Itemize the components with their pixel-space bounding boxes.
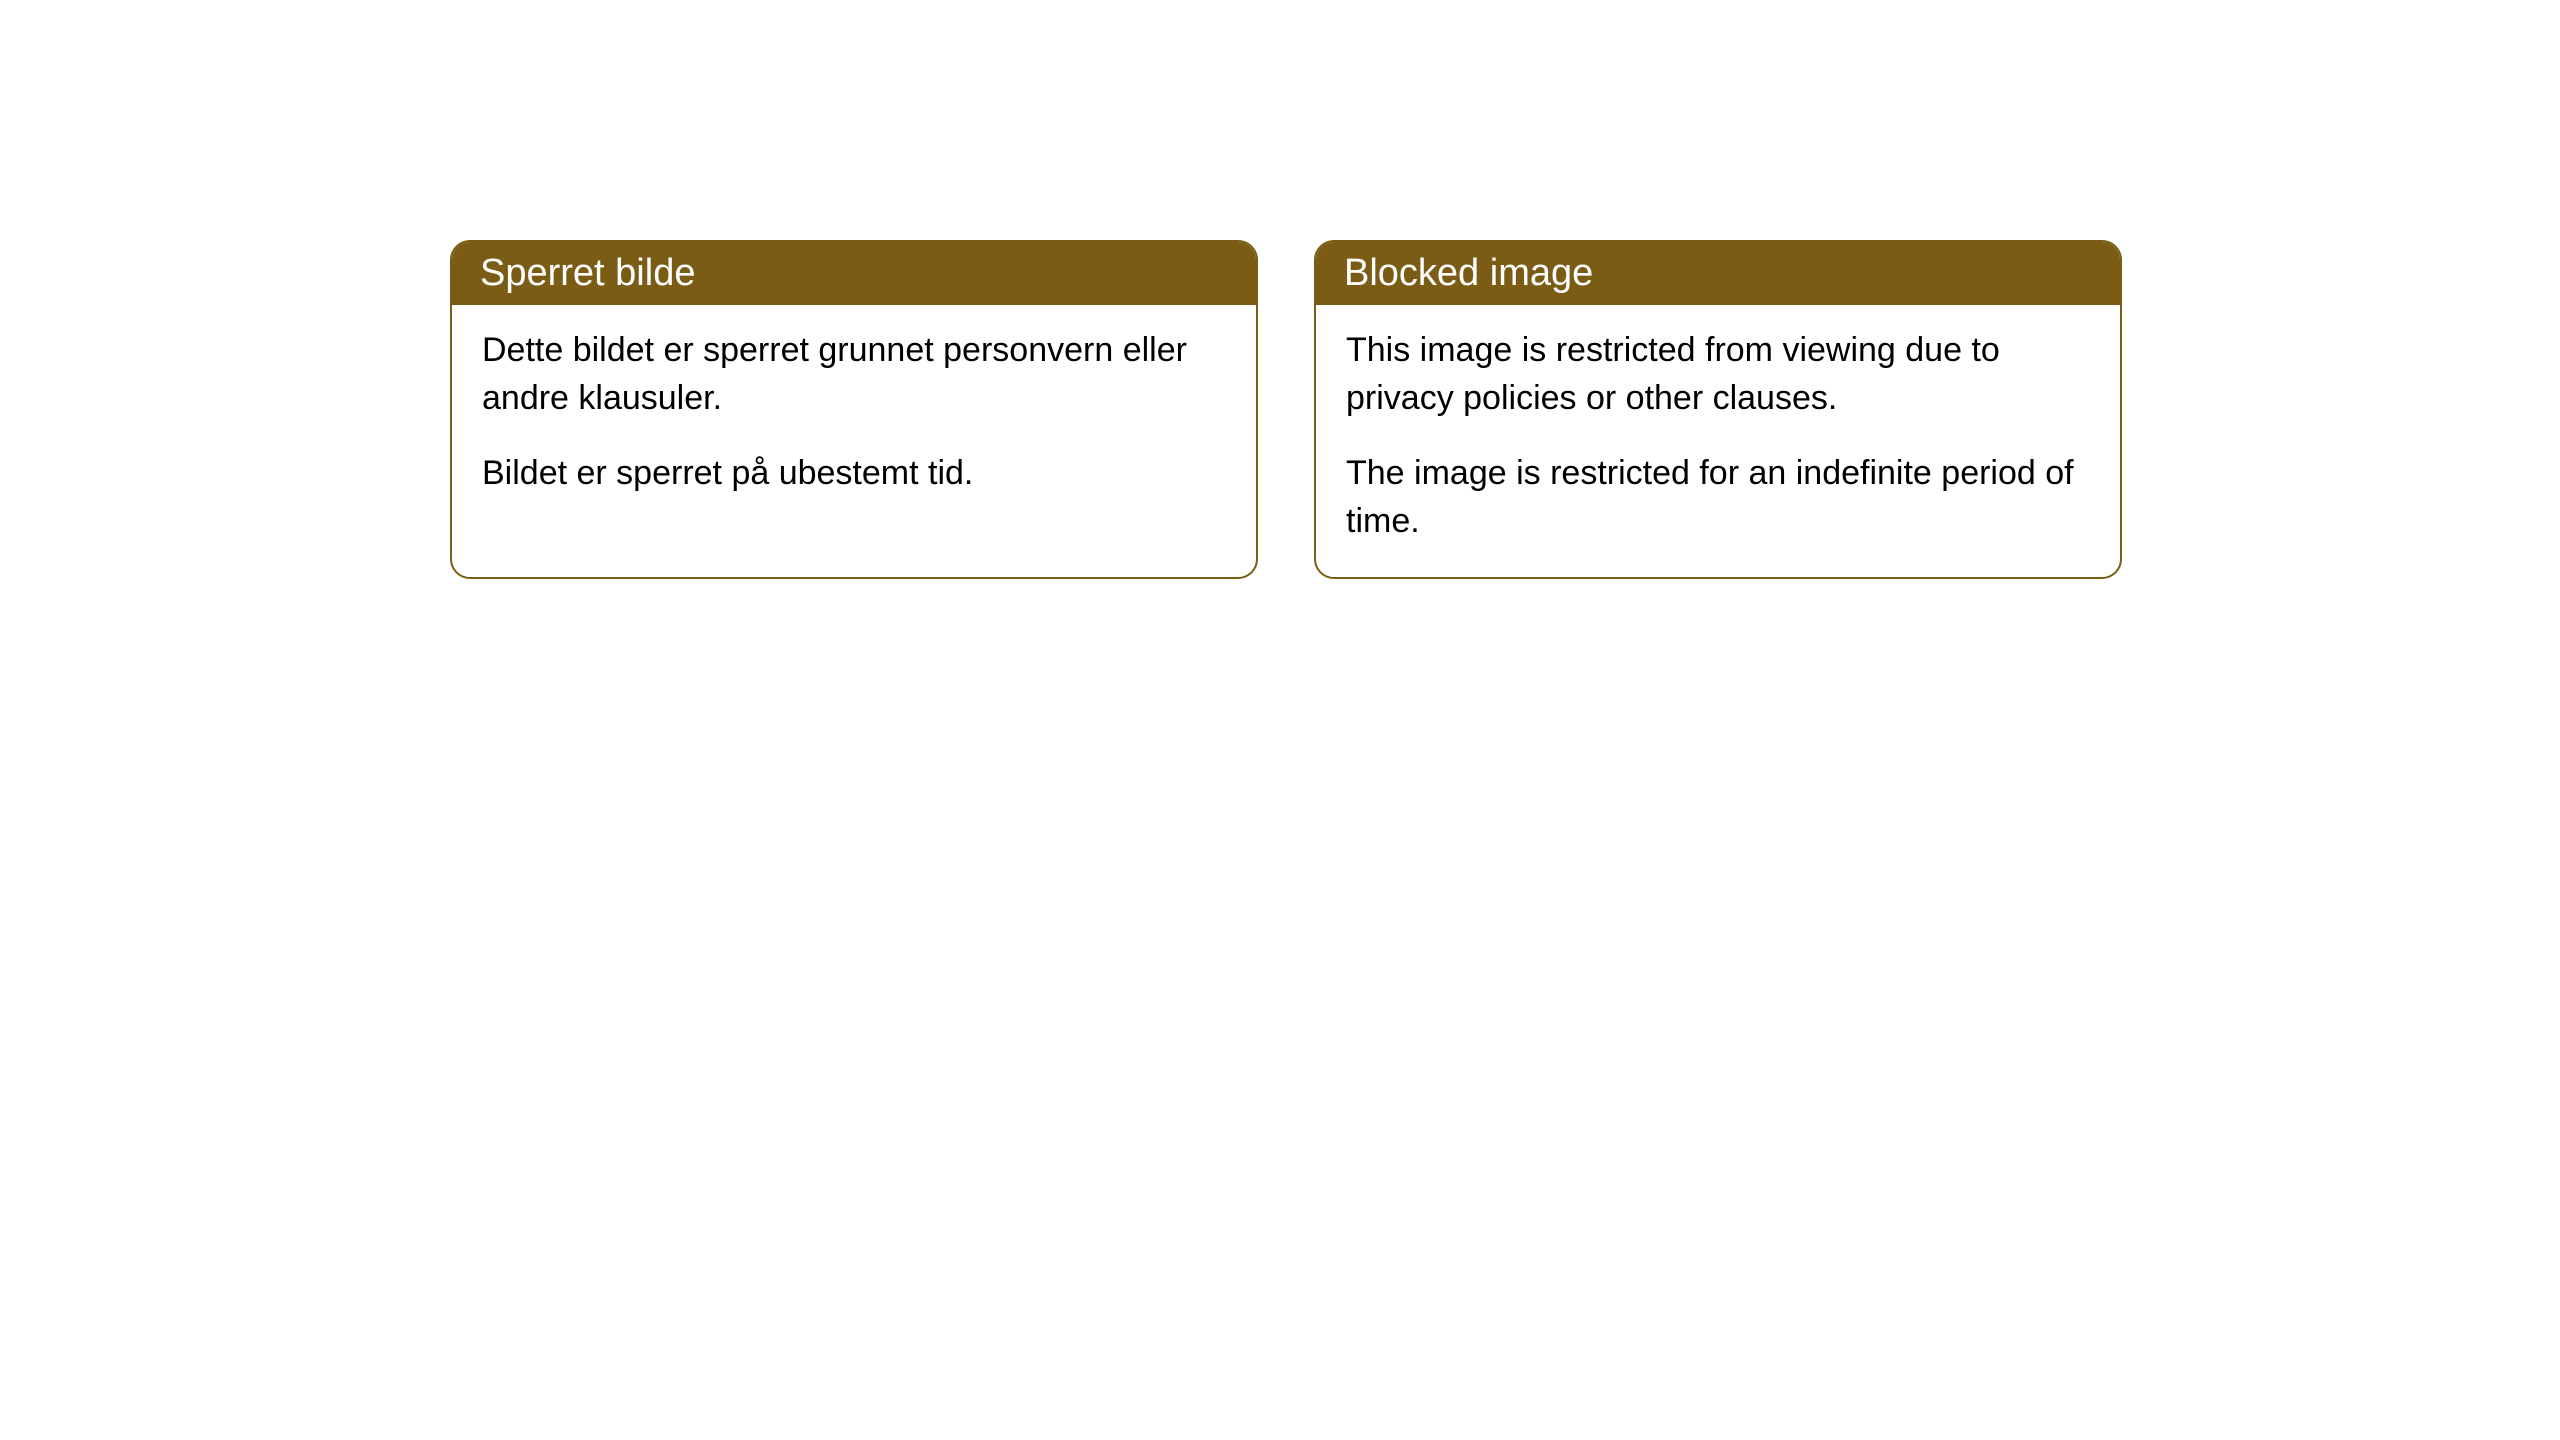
blocked-image-card-english: Blocked image This image is restricted f… <box>1314 240 2122 579</box>
card-paragraph1-english: This image is restricted from viewing du… <box>1346 327 2090 422</box>
card-header-english: Blocked image <box>1316 242 2120 305</box>
card-title-norwegian: Sperret bilde <box>480 252 695 294</box>
card-paragraph1-norwegian: Dette bildet er sperret grunnet personve… <box>482 327 1226 422</box>
card-paragraph2-english: The image is restricted for an indefinit… <box>1346 450 2090 545</box>
cards-container: Sperret bilde Dette bildet er sperret gr… <box>0 0 2560 579</box>
blocked-image-card-norwegian: Sperret bilde Dette bildet er sperret gr… <box>450 240 1258 579</box>
card-body-english: This image is restricted from viewing du… <box>1316 305 2120 577</box>
card-body-norwegian: Dette bildet er sperret grunnet personve… <box>452 305 1256 530</box>
card-paragraph2-norwegian: Bildet er sperret på ubestemt tid. <box>482 450 1226 498</box>
card-header-norwegian: Sperret bilde <box>452 242 1256 305</box>
card-title-english: Blocked image <box>1344 252 1593 294</box>
